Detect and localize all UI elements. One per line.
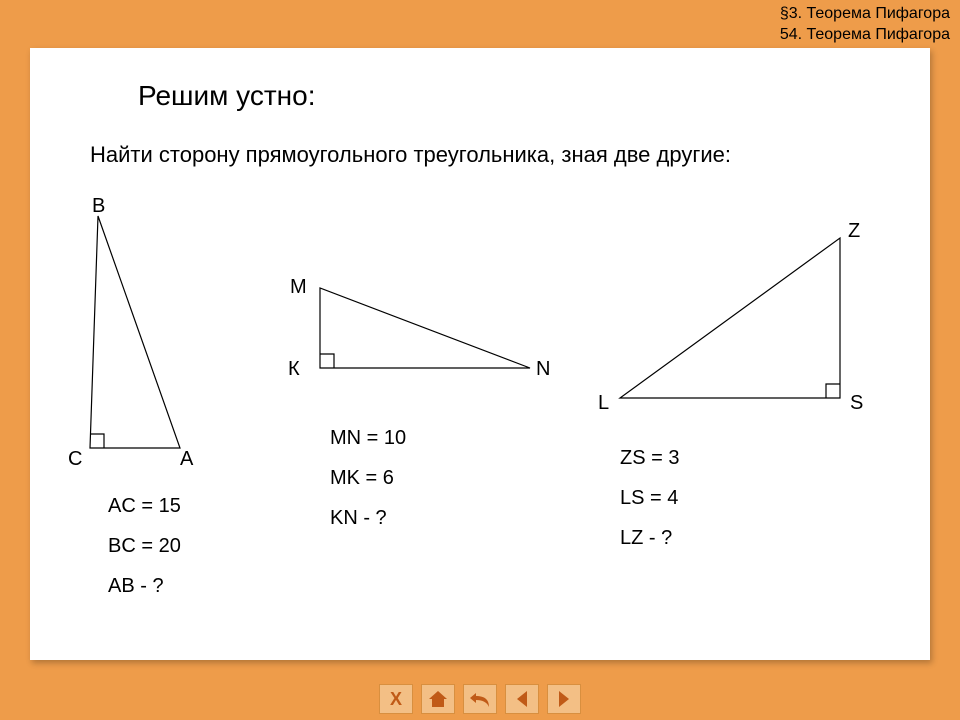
home-icon bbox=[428, 690, 448, 708]
undo-icon bbox=[469, 690, 491, 708]
prev-button[interactable] bbox=[505, 684, 539, 714]
chevron-right-icon bbox=[556, 690, 572, 708]
triangle-3-data: ZS = 3 LS = 4 LZ - ? bbox=[620, 448, 679, 548]
slide-content: B C A AC = 15 BC = 20 AB - ? M К N MN = … bbox=[30, 48, 930, 660]
slide: Решим устно: Найти сторону прямоугольног… bbox=[30, 48, 930, 660]
next-button[interactable] bbox=[547, 684, 581, 714]
close-icon: X bbox=[390, 689, 402, 710]
triangle-3-diagram bbox=[30, 48, 930, 660]
vertex-label-Z: Z bbox=[848, 220, 860, 243]
home-button[interactable] bbox=[421, 684, 455, 714]
vertex-label-S: S bbox=[850, 392, 863, 415]
nav-bar: X bbox=[379, 684, 581, 714]
close-button[interactable]: X bbox=[379, 684, 413, 714]
header-line-1: §3. Теорема Пифагора bbox=[780, 4, 950, 25]
header-breadcrumb: §3. Теорема Пифагора 54. Теорема Пифагор… bbox=[780, 4, 950, 46]
header-line-2: 54. Теорема Пифагора bbox=[780, 25, 950, 46]
back-button[interactable] bbox=[463, 684, 497, 714]
vertex-label-L: L bbox=[598, 392, 609, 415]
chevron-left-icon bbox=[514, 690, 530, 708]
